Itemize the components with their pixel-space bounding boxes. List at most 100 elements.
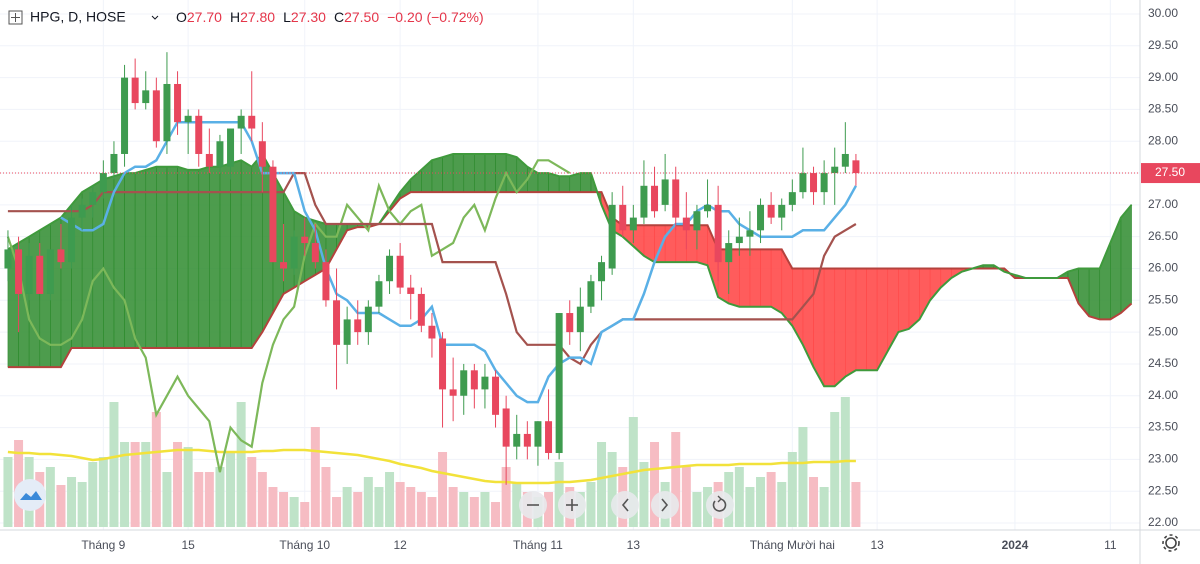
volume-bar <box>14 440 24 527</box>
cloud-fill <box>240 159 253 349</box>
candle-body <box>629 217 637 231</box>
volume-bar <box>247 457 257 527</box>
volume-bar <box>777 482 787 527</box>
y-tick-label: 27.00 <box>1148 197 1178 211</box>
volume-ma-line <box>7 448 856 485</box>
y-tick-label: 29.50 <box>1148 38 1178 52</box>
layout-icon[interactable] <box>8 10 23 25</box>
volume-bar <box>597 442 607 527</box>
cloud-fill <box>187 169 200 349</box>
low-label: L <box>283 9 291 25</box>
cloud-fill <box>39 223 51 368</box>
span-b-line <box>7 191 1133 369</box>
y-tick-label: 23.50 <box>1148 420 1178 434</box>
candle-body <box>142 90 150 104</box>
cloud-fill <box>686 224 698 263</box>
cloud-fill <box>770 249 783 314</box>
candle-body <box>746 230 754 237</box>
volume-bar <box>798 427 808 527</box>
volume-bar <box>512 482 522 527</box>
candle-body <box>386 255 394 282</box>
candle-body <box>322 262 330 301</box>
logo-circle[interactable] <box>14 479 46 511</box>
volume-bar <box>236 402 246 527</box>
candle-body <box>619 204 627 231</box>
plot-area <box>0 0 1140 530</box>
candle-body <box>534 421 542 447</box>
candle-body <box>248 115 256 129</box>
icon <box>621 498 629 512</box>
x-tick-label: 11 <box>1104 538 1117 552</box>
candle-body <box>841 153 849 167</box>
scroll-left-button[interactable] <box>611 491 639 519</box>
symbol[interactable]: HPG, D, HOSE <box>30 9 126 25</box>
volume-bar <box>671 432 681 527</box>
volume-bar <box>204 472 214 527</box>
candle-body <box>714 204 722 263</box>
volume-bar <box>734 467 744 527</box>
axes: 22.00 22.50 23.00 23.50 24.00 24.50 25.00 25.50… <box>81 6 1200 552</box>
candle-body <box>216 141 224 167</box>
volume-bar <box>279 492 289 527</box>
volume-bar <box>374 487 384 527</box>
volume-bar <box>448 487 458 527</box>
candle-body <box>470 370 478 390</box>
settings-button[interactable] <box>1162 534 1180 552</box>
cloud-fill <box>739 249 751 307</box>
volume-bar <box>787 452 797 527</box>
candle-body <box>78 204 86 218</box>
change: −0.20 (−0.72%) <box>387 9 484 25</box>
cloud-fill <box>898 268 910 333</box>
candle-body <box>375 281 383 307</box>
volume-bar <box>809 477 819 527</box>
cloud-fill <box>1120 204 1132 314</box>
candle-body <box>767 204 775 218</box>
cloud-fill <box>749 249 761 307</box>
volume-bar <box>130 442 140 527</box>
candle-body <box>205 153 213 167</box>
icon <box>717 495 722 503</box>
candle-body <box>799 173 807 193</box>
cloud-fill <box>834 268 846 387</box>
last-price-label: 27.50 <box>1155 165 1185 179</box>
candle-body <box>820 173 828 193</box>
scroll-right-button[interactable] <box>651 491 679 519</box>
x-tick-label: 12 <box>393 538 407 552</box>
symbol-chevron[interactable] <box>151 15 159 20</box>
cloud-fill <box>823 268 836 387</box>
cloud-fill <box>558 175 571 193</box>
x-tick-label: Tháng 10 <box>279 538 330 552</box>
volume-bar <box>268 487 278 527</box>
y-tick-label: 23.00 <box>1148 452 1178 466</box>
candle-body <box>396 255 404 288</box>
volume-bar <box>639 462 649 527</box>
y-tick-label: 30.00 <box>1148 6 1178 20</box>
candle-body <box>417 293 425 326</box>
volume-bar <box>183 447 193 527</box>
indicator-line <box>6 159 571 473</box>
candle-body <box>131 77 139 104</box>
x-tick-label: 15 <box>181 538 195 552</box>
candle-body <box>301 236 309 244</box>
volume-bar <box>491 502 501 527</box>
volume-bar <box>480 492 490 527</box>
candle-body <box>598 262 606 282</box>
high-label: H <box>230 9 240 25</box>
logo[interactable] <box>14 479 46 511</box>
volume-bar <box>745 487 755 527</box>
candle-body <box>682 217 690 231</box>
candle-body <box>735 236 743 244</box>
indicator-line <box>7 172 857 366</box>
cloud-fill <box>134 169 147 349</box>
candle-body <box>227 128 235 167</box>
volume-bar <box>120 442 130 527</box>
candle-body <box>237 115 245 129</box>
candle-body <box>725 243 733 263</box>
cloud-fill <box>209 166 221 349</box>
legend: HPG, D, HOSE O27.70 H27.80 L27.30 C27.50 −0.… <box>8 9 484 25</box>
reset-button[interactable] <box>706 491 734 519</box>
volume-bar <box>830 412 840 527</box>
cloud-fill <box>855 268 867 371</box>
icon <box>1162 534 1180 552</box>
volume-bar <box>416 492 426 527</box>
